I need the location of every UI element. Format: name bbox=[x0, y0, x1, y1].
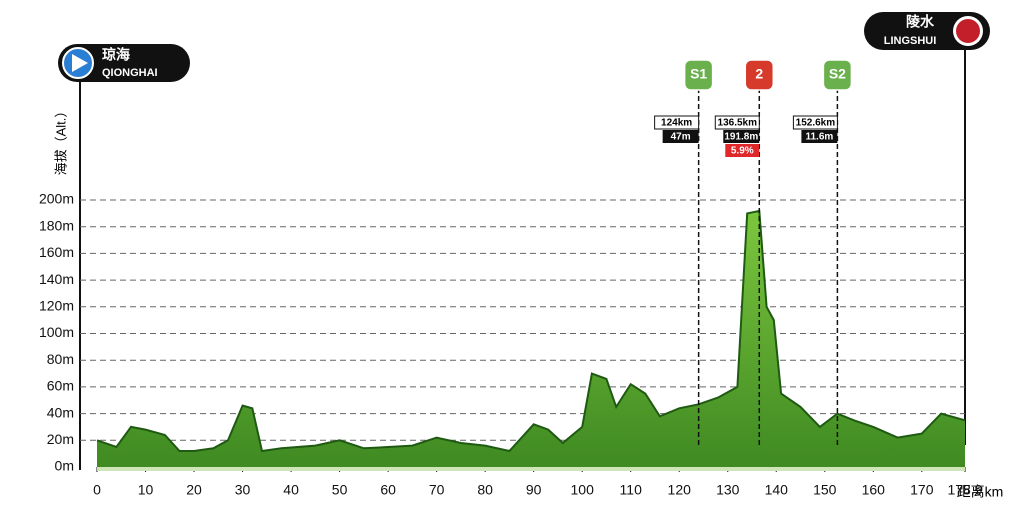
alt-box bbox=[662, 130, 699, 143]
y-tick-label: 60m bbox=[47, 378, 74, 394]
x-tick-label: 10 bbox=[138, 482, 154, 498]
x-tick-label: 20 bbox=[186, 482, 202, 498]
x-axis-label: 距离km bbox=[957, 484, 1004, 500]
marker-badge bbox=[822, 59, 853, 91]
elevation-line bbox=[96, 209, 966, 453]
finish-name: 陵水 bbox=[906, 14, 935, 30]
y-axis-label: 海拔（Alt.） bbox=[53, 105, 68, 176]
x-tick-label: 110 bbox=[620, 482, 643, 498]
alt-label: 47m bbox=[671, 132, 691, 143]
x-tick-label: 60 bbox=[380, 482, 396, 498]
x-tick-label: 130 bbox=[716, 482, 740, 498]
km-box bbox=[792, 115, 838, 130]
x-tick-label: 70 bbox=[429, 482, 445, 498]
start-name: 琼海 bbox=[102, 47, 130, 63]
x-tick-label: 150 bbox=[813, 482, 837, 498]
x-tick-label: 170 bbox=[910, 482, 934, 498]
y-tick-label: 100m bbox=[39, 324, 74, 340]
km-box bbox=[654, 115, 700, 130]
alt-box bbox=[723, 130, 760, 143]
elevation-area bbox=[97, 210, 965, 467]
y-tick-label: 160m bbox=[39, 244, 74, 260]
start-sub: QIONGHAI bbox=[102, 67, 158, 79]
finish-sub: LINGSHUI bbox=[884, 35, 937, 47]
y-tick-label: 0m bbox=[55, 458, 74, 474]
marker: S2 152.6km 11.6m bbox=[792, 59, 853, 447]
x-tick-label: 90 bbox=[526, 482, 542, 498]
marker: S1 124km 47m bbox=[654, 59, 714, 447]
x-tick-label: 178.9 bbox=[947, 482, 982, 498]
x-tick-label: 40 bbox=[283, 482, 299, 498]
y-tick-label: 120m bbox=[39, 298, 74, 314]
grade-box bbox=[725, 144, 760, 157]
km-label: 152.6km bbox=[796, 118, 836, 129]
x-tick-label: 80 bbox=[477, 482, 493, 498]
y-tick-label: 140m bbox=[39, 271, 74, 287]
y-tick-label: 200m bbox=[39, 191, 74, 207]
x-tick-label: 160 bbox=[862, 482, 886, 498]
marker-badge bbox=[683, 59, 714, 91]
alt-box bbox=[801, 130, 838, 143]
y-tick-label: 20m bbox=[47, 431, 74, 447]
marker-badge bbox=[744, 59, 775, 91]
km-label: 136.5km bbox=[718, 118, 758, 129]
base-strip bbox=[97, 467, 965, 471]
y-tick-label: 80m bbox=[47, 351, 74, 367]
marker: 2 136.5km 191.8m 5.9% bbox=[714, 59, 775, 447]
km-label: 124km bbox=[661, 118, 692, 129]
marker-name: S1 bbox=[690, 66, 707, 82]
grade-label: 5.9% bbox=[731, 146, 754, 157]
x-tick-label: 120 bbox=[668, 482, 692, 498]
x-tick-label: 140 bbox=[765, 482, 789, 498]
x-tick-label: 100 bbox=[571, 482, 595, 498]
y-tick-label: 180m bbox=[39, 217, 74, 233]
x-tick-label: 50 bbox=[332, 482, 348, 498]
marker-name: 2 bbox=[755, 66, 763, 82]
y-tick-label: 40m bbox=[47, 404, 74, 420]
marker-name: S2 bbox=[829, 66, 846, 82]
alt-label: 191.8m bbox=[724, 132, 758, 143]
km-box bbox=[714, 115, 760, 130]
finish-banner: 陵水 LINGSHUI bbox=[864, 12, 990, 50]
start-banner: 琼海 QIONGHAI bbox=[58, 44, 190, 82]
x-tick-label: 0 bbox=[93, 482, 101, 498]
alt-label: 11.6m bbox=[805, 132, 833, 143]
x-tick-label: 30 bbox=[235, 482, 251, 498]
